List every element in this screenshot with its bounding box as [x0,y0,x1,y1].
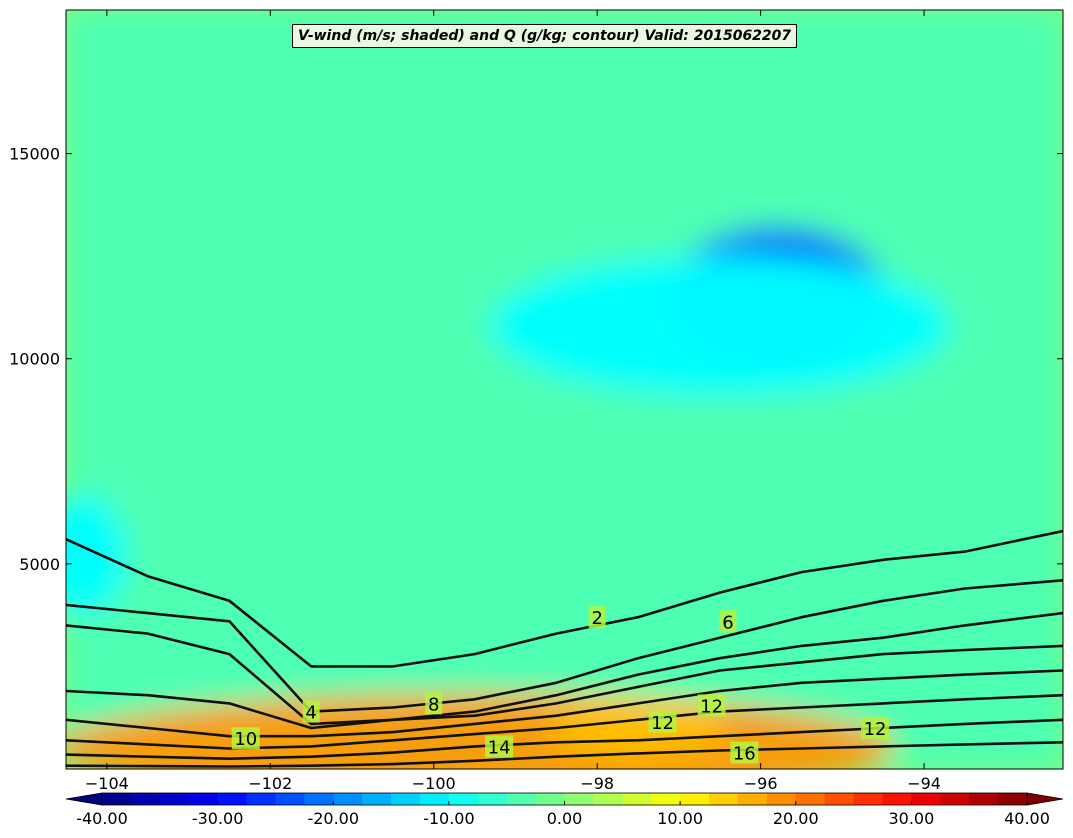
contour-label-bg [719,610,737,633]
colorbar-tick-label: 20.00 [773,809,819,828]
y-tick-label: 5000 [19,555,60,574]
colorbar-segment [391,793,421,805]
colorbar-segment [969,793,999,805]
contour-line-4 [66,579,1063,713]
colorbar-segment [622,793,652,805]
contour-label: 10 [234,729,257,750]
y-tick-label: 15000 [9,145,60,164]
contour-label-bg [588,606,606,629]
contour-label: 16 [733,744,756,765]
colorbar-segment [709,793,739,805]
contour-label: 8 [428,694,439,715]
contour-label: 12 [651,713,674,734]
contour-label-bg [302,700,320,723]
contour-label-bg [697,694,726,717]
colorbar-segment [795,793,826,805]
colorbar-segment [246,793,276,805]
x-tick-label: −94 [907,774,941,793]
x-tick-label: −100 [412,774,456,793]
y-tick-label: 10000 [9,350,60,369]
contour-line-16 [66,741,1063,768]
colorbar-segment [593,793,623,805]
contour-line-10 [66,669,1063,738]
colorbar-tick-label: -40.00 [76,809,128,828]
shade-background [66,10,1063,769]
contour-label: 6 [722,612,733,633]
colorbar-segment [882,793,912,805]
colorbar-tick-label: -30.00 [192,809,244,828]
x-tick-label: −104 [85,774,129,793]
contour-label-bg [861,716,890,739]
contour-label-bg [485,735,514,758]
contour-line-6 [66,611,1063,726]
contour-label-bg [648,710,677,733]
colorbar-tick-label: 10.00 [657,809,703,828]
colorbar-tick-label: 30.00 [888,809,934,828]
chart-title: V-wind (m/s; shaded) and Q (g/kg; contou… [292,24,798,48]
contour-label: 12 [700,696,723,717]
colorbar-segment [911,793,941,805]
colorbar-tick-label: -20.00 [307,809,359,828]
shade-feature [548,697,729,758]
colorbar-segment [680,793,710,805]
contour-label: 12 [864,719,887,740]
contour-label-bg [730,741,759,764]
plot-area: 2 6 4 8 12 10 12 14 16 12 [65,9,1064,770]
colorbar: -40.00 -30.00 -20.00 -10.00 0.00 10.00 20.00 30… [65,792,1064,828]
contour-label: 2 [591,608,602,629]
colorbar-tick-label: 0.00 [547,809,583,828]
colorbar-segment [275,793,305,805]
colorbar-extend-high [1026,792,1064,806]
colorbar-segment [853,793,883,805]
colorbar-segment [766,793,797,805]
colorbar-segment [159,793,190,805]
colorbar-segment [102,793,132,805]
y-axis: 5000 10000 15000 [9,145,1063,574]
colorbar-segment [333,793,363,805]
colorbar-tick-label: 40.00 [1004,809,1050,828]
colorbar-segment [824,793,855,805]
shaded-field [66,10,1063,769]
colorbar-segment [362,793,392,805]
contour-label: 4 [305,703,316,724]
x-tick-label: −102 [248,774,292,793]
shade-feature [489,255,950,396]
colorbar-segment [564,793,594,805]
colorbar-segment [217,793,248,805]
shade-feature [66,495,128,616]
contour-line-12 [66,693,1063,750]
contour-label-bg [425,692,443,715]
x-tick-label: −96 [744,774,778,793]
colorbar-segment [737,793,768,805]
x-axis: −104 −102 −100 −98 −96 −94 [85,10,941,793]
colorbar-extend-low [65,792,103,806]
colorbar-tick-label: -10.00 [423,809,475,828]
colorbar-segment [998,793,1028,805]
colorbar-segment [535,793,565,805]
plot-frame [65,9,1064,770]
contour-labels: 2 6 4 8 12 10 12 14 16 12 [231,606,890,765]
contour-label: 14 [488,737,511,758]
colorbar-segment [651,793,681,805]
colorbar-segment [477,793,508,805]
colorbar-segment [506,793,537,805]
colorbar-segment [419,793,450,805]
colorbar-segment [130,793,161,805]
colorbar-segment [304,793,334,805]
colorbar-segment [188,793,219,805]
contour-line-8 [66,644,1063,730]
contour-line-2 [66,529,1063,668]
colorbar-segment [940,793,970,805]
x-tick-label: −98 [580,774,614,793]
contour-label-bg [231,727,260,750]
colorbar-segment [448,793,479,805]
